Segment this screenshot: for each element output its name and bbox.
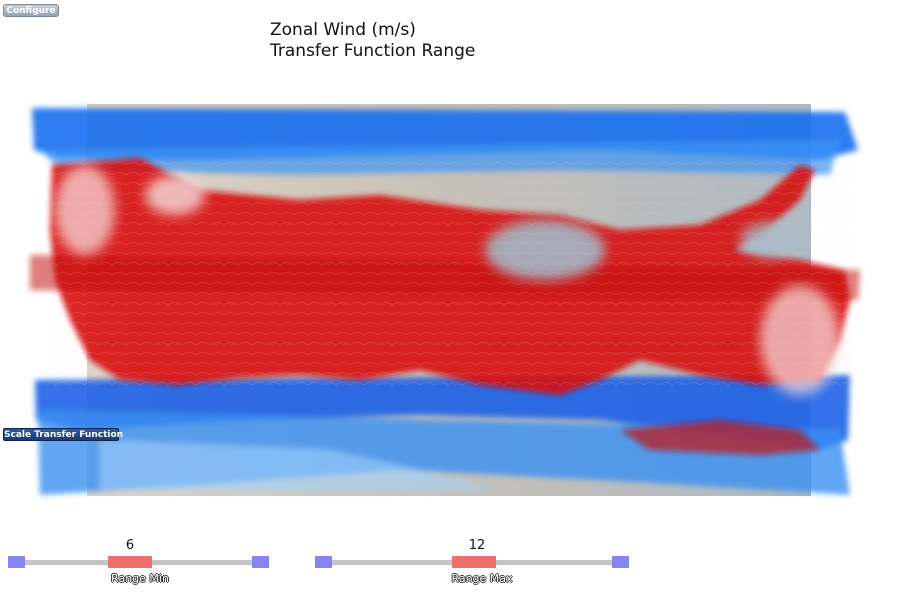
range-min-slider[interactable]: 6 Range Min — [8, 538, 270, 585]
range-min-value: 6 — [125, 538, 135, 553]
contour-texture — [52, 160, 852, 390]
range-max-knob[interactable] — [452, 556, 496, 568]
title-line-2: Transfer Function Range — [270, 41, 476, 61]
range-min-left-end[interactable] — [8, 556, 25, 568]
range-max-value: 12 — [468, 538, 486, 553]
range-min-right-end[interactable] — [252, 556, 269, 568]
range-min-label: Range Min — [111, 572, 169, 585]
range-max-left-end[interactable] — [315, 556, 332, 568]
scale-transfer-function-button[interactable]: Scale Transfer Function — [3, 428, 124, 441]
configure-button[interactable]: Configure — [3, 4, 59, 17]
range-max-label: Range Max — [451, 572, 513, 585]
plot-title: Zonal Wind (m/s) Transfer Function Range — [270, 20, 475, 62]
range-max-right-end[interactable] — [612, 556, 629, 568]
title-line-1: Zonal Wind (m/s) — [270, 20, 416, 40]
range-max-slider[interactable]: 12 Range Max — [315, 538, 631, 585]
range-min-knob[interactable] — [108, 556, 152, 568]
